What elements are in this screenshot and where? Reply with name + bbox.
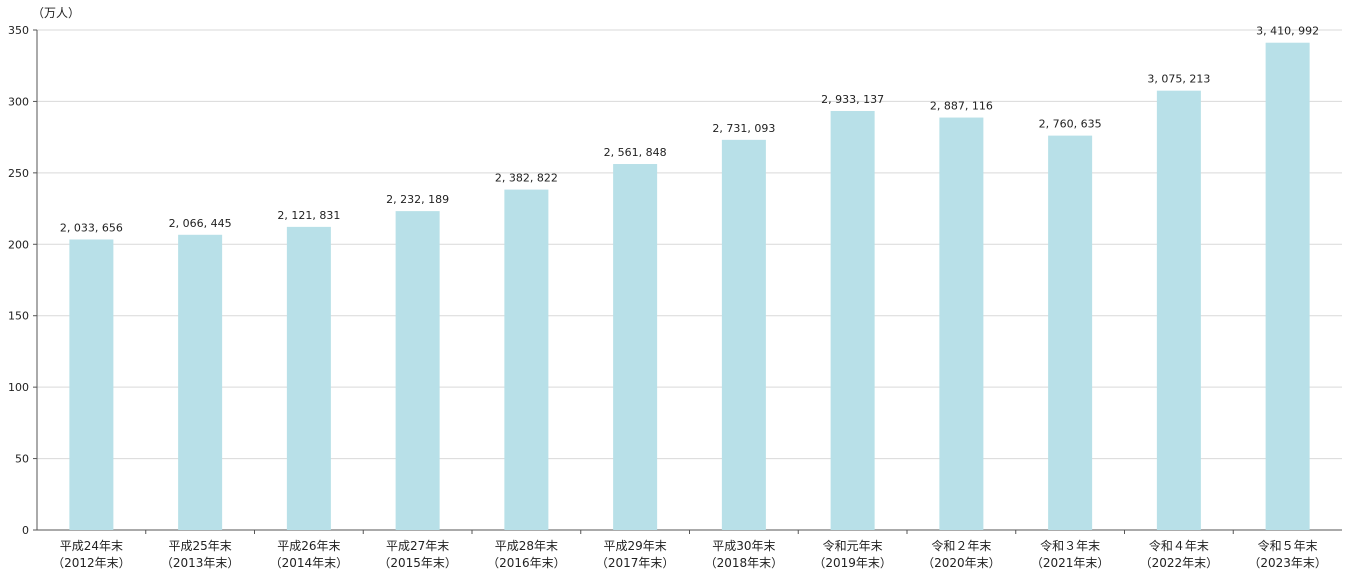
x-tick-label: 令和３年末: [1040, 538, 1100, 553]
bar: [69, 239, 114, 530]
x-tick-label: 平成25年末: [168, 539, 231, 553]
y-tick-label: 0: [22, 524, 29, 537]
y-tick-label: 250: [8, 167, 29, 180]
x-tick-label: 令和２年末: [931, 538, 991, 553]
data-label: 2, 033, 656: [60, 221, 123, 234]
x-tick-sublabel: （2022年末）: [1140, 556, 1219, 570]
data-label: 2, 066, 445: [169, 217, 232, 230]
bar: [178, 234, 223, 530]
y-tick-label: 150: [8, 310, 29, 323]
bar: [286, 226, 331, 530]
x-tick-sublabel: （2019年末）: [813, 556, 892, 570]
y-tick-label: 200: [8, 238, 29, 251]
x-tick-label: 平成24年末: [60, 539, 123, 553]
bar: [504, 189, 549, 530]
x-tick-label: 令和４年末: [1149, 538, 1209, 553]
y-tick-label: 300: [8, 95, 29, 108]
data-label: 2, 887, 116: [930, 100, 993, 113]
x-tick-sublabel: （2017年末）: [596, 556, 675, 570]
y-tick-label: 50: [15, 453, 29, 466]
y-tick-label: 350: [8, 24, 29, 37]
data-label: 3, 410, 992: [1256, 25, 1319, 38]
bar: [830, 110, 875, 530]
y-tick-label: 100: [8, 381, 29, 394]
x-tick-label: 令和５年末: [1258, 538, 1318, 553]
x-tick-label: 平成30年末: [712, 539, 775, 553]
bar: [1156, 90, 1201, 530]
bar: [395, 211, 440, 531]
bar: [1048, 135, 1093, 530]
data-label: 2, 382, 822: [495, 172, 558, 185]
x-tick-sublabel: （2018年末）: [705, 556, 784, 570]
data-label: 2, 232, 189: [386, 193, 449, 206]
x-tick-sublabel: （2013年末）: [161, 556, 240, 570]
y-axis-unit-label: （万人）: [32, 6, 81, 20]
x-tick-label: 平成26年末: [277, 539, 340, 553]
x-tick-sublabel: （2015年末）: [378, 556, 457, 570]
bar: [721, 139, 766, 530]
x-tick-label: 平成27年末: [386, 539, 449, 553]
x-tick-sublabel: （2020年末）: [922, 556, 1001, 570]
x-tick-sublabel: （2012年末）: [52, 556, 131, 570]
x-tick-sublabel: （2014年末）: [270, 556, 349, 570]
data-label: 2, 121, 831: [277, 209, 340, 222]
bar: [1265, 42, 1310, 531]
x-tick-sublabel: （2023年末）: [1248, 556, 1327, 570]
x-tick-sublabel: （2016年末）: [487, 556, 566, 570]
x-tick-label: 令和元年末: [823, 538, 883, 553]
x-tick-label: 平成29年末: [603, 539, 666, 553]
data-label: 3, 075, 213: [1147, 73, 1210, 86]
data-label: 2, 933, 137: [821, 93, 884, 106]
data-label: 2, 731, 093: [712, 122, 775, 135]
data-label: 2, 561, 848: [604, 146, 667, 159]
x-tick-label: 平成28年末: [495, 539, 558, 553]
data-label: 2, 760, 635: [1039, 118, 1102, 131]
bar: [613, 164, 658, 530]
x-tick-sublabel: （2021年末）: [1031, 556, 1110, 570]
bar: [939, 117, 984, 530]
